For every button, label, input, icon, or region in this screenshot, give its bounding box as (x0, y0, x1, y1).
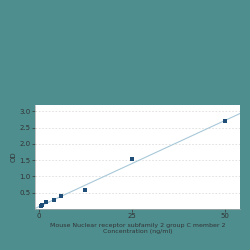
X-axis label: Mouse Nuclear receptor subfamily 2 group C member 2
Concentration (ng/ml): Mouse Nuclear receptor subfamily 2 group… (50, 223, 225, 234)
Point (59, 194, 63, 198)
Point (40, 202, 44, 206)
Point (130, 158, 134, 162)
Point (44, 200, 48, 204)
Point (52, 198, 56, 202)
Point (83, 188, 87, 192)
Point (223, 119, 227, 123)
Point (38, 204, 42, 208)
Y-axis label: OD: OD (11, 152, 17, 162)
